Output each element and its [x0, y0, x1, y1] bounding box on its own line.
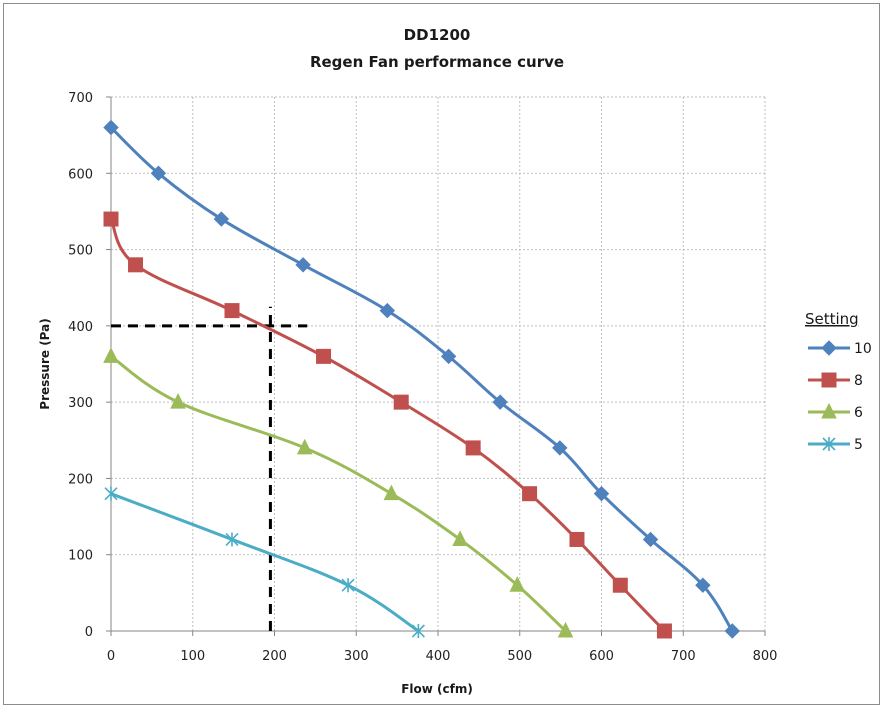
data-point [295, 257, 311, 273]
data-point [452, 530, 468, 546]
data-point [569, 531, 585, 547]
data-point [465, 440, 481, 456]
data-point [695, 577, 711, 593]
data-point [724, 623, 741, 639]
data-point [612, 577, 628, 593]
data-point [383, 484, 400, 501]
chart-title-line-2: Regen Fan performance curve [310, 53, 564, 71]
data-point [492, 394, 508, 410]
data-point [103, 347, 119, 363]
data-point [411, 624, 425, 638]
series-line-10 [109, 126, 734, 632]
legend-marker-6 [821, 402, 837, 419]
series-lines [103, 119, 741, 639]
series-6 [103, 347, 574, 638]
series-5 [104, 486, 425, 638]
data-point [522, 486, 538, 502]
data-point [557, 621, 574, 638]
data-point [593, 485, 610, 502]
y-tick-label: 600 [68, 167, 93, 182]
data-point [656, 623, 672, 639]
data-point [316, 348, 332, 364]
y-tick-label: 400 [68, 320, 93, 335]
data-point [552, 440, 568, 456]
x-axis-title: Flow (cfm) [401, 682, 473, 696]
data-point [104, 486, 118, 501]
data-point [225, 532, 239, 547]
gridlines [111, 96, 766, 631]
series-line-5 [110, 492, 420, 633]
data-point [224, 303, 240, 319]
legend-marker-5 [822, 437, 836, 451]
data-point [509, 576, 526, 592]
axes: 0 100 200 300 400 500 600 700 800 0 100 200 300 400 50… [68, 91, 777, 664]
y-axis-title: Pressure (Pa) [38, 318, 52, 409]
reference-lines [111, 306, 308, 631]
data-point [642, 531, 659, 548]
x-tick-label: 500 [507, 649, 532, 664]
legend-marker-8 [821, 372, 837, 388]
chart-frame [3, 3, 880, 705]
data-point [440, 348, 457, 365]
legend-label-8: 8 [854, 373, 863, 389]
legend-title: Setting [805, 310, 859, 328]
data-point [213, 211, 230, 227]
y-tick-label: 100 [68, 549, 93, 564]
legend-marker-10 [821, 340, 837, 356]
legend-label-10: 10 [854, 341, 872, 357]
data-point [150, 165, 167, 181]
y-tick-label: 300 [68, 396, 93, 411]
y-tick-label: 500 [68, 244, 93, 259]
x-tick-label: 600 [589, 649, 614, 664]
x-tick-label: 0 [107, 649, 115, 664]
y-tick-label: 0 [85, 625, 93, 640]
x-tick-label: 200 [262, 649, 287, 664]
x-tick-label: 100 [180, 649, 205, 664]
data-point [128, 257, 144, 273]
data-point [341, 578, 355, 593]
x-tick-label: 300 [344, 649, 369, 664]
series-10 [103, 119, 741, 639]
data-point [379, 302, 396, 319]
data-point [103, 211, 119, 227]
y-tick-label: 200 [68, 472, 93, 487]
series-8 [103, 211, 672, 639]
legend-label-5: 5 [854, 437, 863, 453]
x-tick-label: 400 [426, 649, 451, 664]
y-tick-label: 700 [68, 91, 93, 106]
legend: Setting 10 8 6 5 [805, 310, 872, 453]
legend-label-6: 6 [854, 405, 863, 421]
x-tick-label: 800 [753, 649, 778, 664]
data-point [103, 119, 119, 136]
series-line-8 [109, 218, 666, 633]
x-tick-label: 700 [671, 649, 696, 664]
data-point [170, 393, 186, 409]
chart-title-line-1: DD1200 [404, 26, 471, 44]
data-point [296, 438, 313, 455]
data-point [393, 394, 409, 410]
